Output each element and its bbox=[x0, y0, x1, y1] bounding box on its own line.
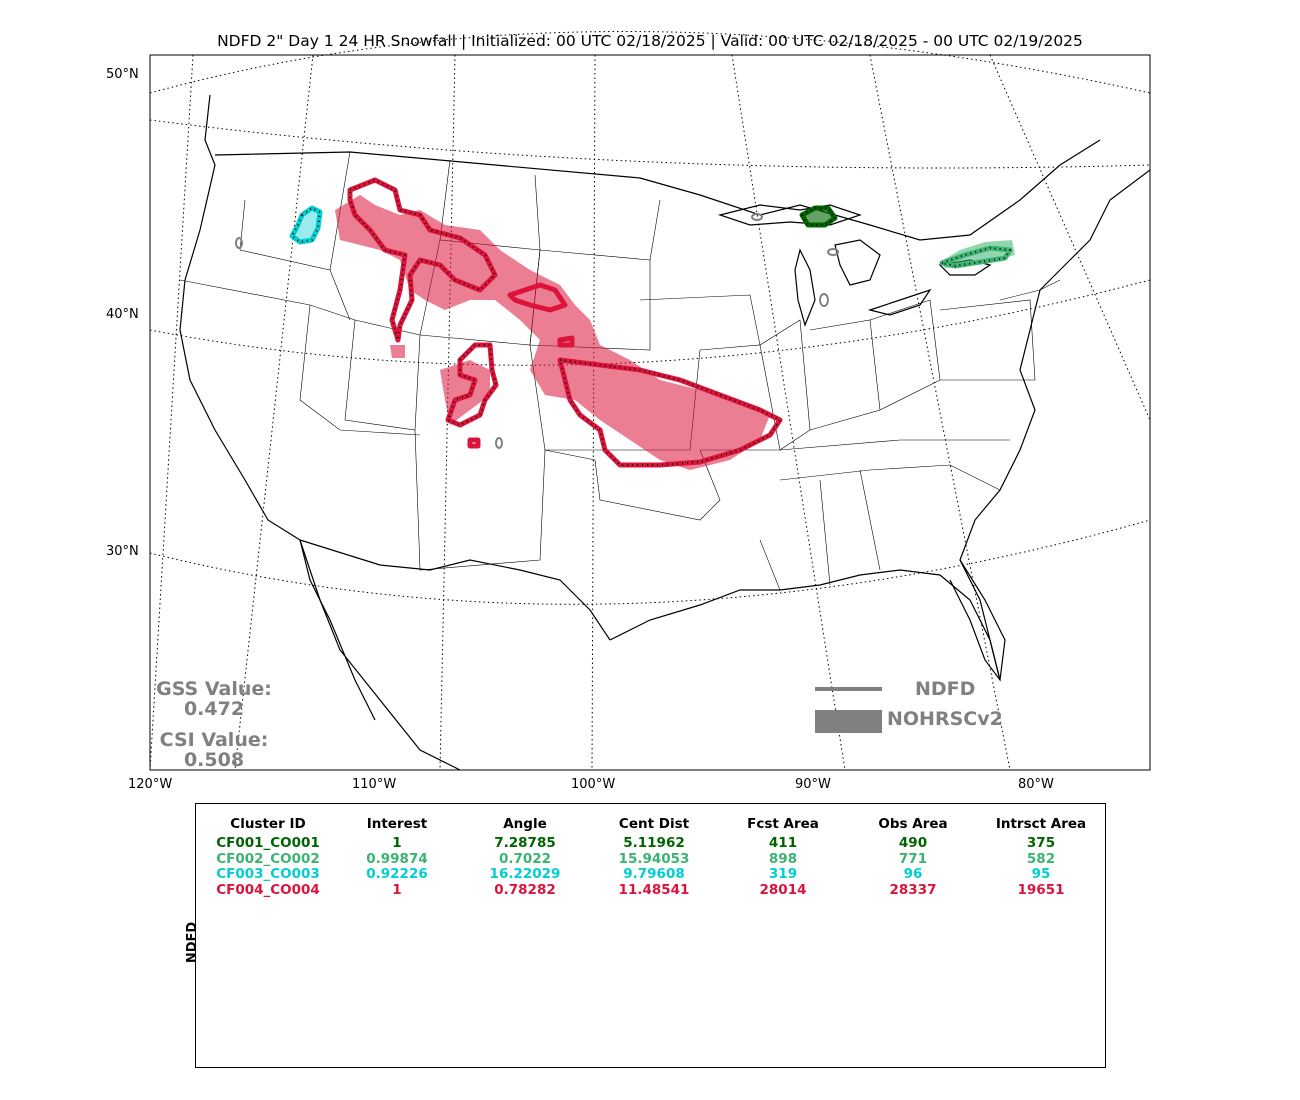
cell-intrsct-area: 375 bbox=[1026, 835, 1056, 851]
header-obs-area: Obs Area bbox=[878, 816, 948, 832]
lat-label-30n: 30°N bbox=[106, 544, 139, 559]
cell-cluster-id: CF003_CO003 bbox=[216, 866, 320, 882]
unmatched-outlines bbox=[235, 213, 839, 449]
parallel-50n bbox=[149, 31, 1151, 94]
map-frame bbox=[149, 54, 1151, 771]
cluster1 bbox=[799, 205, 838, 228]
lake-superior bbox=[717, 204, 862, 226]
legend-fill-label: NOHRSCv2 bbox=[887, 708, 1003, 730]
header-cent-dist: Cent Dist bbox=[618, 816, 690, 832]
header-interest: Interest bbox=[366, 816, 428, 832]
cell-obs-area: 28337 bbox=[889, 881, 937, 898]
cell-intrsct-area: 582 bbox=[1026, 850, 1056, 867]
cell-cent-dist: 15.94053 bbox=[618, 850, 690, 867]
cell-cluster-id: CF002_CO002 bbox=[216, 850, 320, 867]
cell-cent-dist: 11.48541 bbox=[618, 881, 690, 898]
cell-angle: 0.7022 bbox=[498, 850, 552, 867]
header-angle: Angle bbox=[503, 816, 547, 832]
header-cluster-id: Cluster ID bbox=[230, 816, 306, 832]
lon-label-90w: 90°W bbox=[795, 777, 831, 792]
legend-fill-swatch bbox=[815, 710, 882, 733]
cell-angle: 7.28785 bbox=[494, 835, 556, 851]
meridian-120w bbox=[149, 54, 194, 771]
mexico-coast bbox=[299, 539, 461, 771]
cell-angle: 0.78282 bbox=[494, 881, 556, 898]
lon-label-100w: 100°W bbox=[571, 777, 616, 792]
lat-label-40n: 40°N bbox=[106, 307, 139, 322]
cell-fcst-area: 319 bbox=[768, 866, 798, 882]
cluster3 bbox=[289, 205, 323, 245]
lake-erie bbox=[867, 288, 932, 316]
meridian-85w bbox=[869, 54, 1011, 771]
us-mexico-border bbox=[299, 539, 611, 641]
map-title: NDFD 2" Day 1 24 HR Snowfall | Initializ… bbox=[217, 32, 1083, 50]
csi-value: 0.508 bbox=[183, 749, 245, 771]
parallel-45n bbox=[149, 119, 1151, 169]
cell-cent-dist: 5.11962 bbox=[623, 835, 685, 851]
lon-label-110w: 110°W bbox=[352, 777, 397, 792]
lon-label-80w: 80°W bbox=[1018, 777, 1054, 792]
cluster-stats-table: Cluster ID Interest Angle Cent Dist Fcst… bbox=[195, 803, 1106, 1068]
west-coast bbox=[179, 94, 301, 541]
florida bbox=[949, 559, 1006, 682]
lake-michigan bbox=[794, 248, 816, 327]
table-side-label: NDFD bbox=[185, 921, 201, 964]
cell-obs-area: 771 bbox=[898, 850, 928, 867]
meridian-110w bbox=[234, 54, 314, 771]
baja bbox=[299, 539, 376, 721]
cell-obs-area: 490 bbox=[898, 835, 928, 851]
cell-fcst-area: 898 bbox=[768, 850, 798, 867]
cell-obs-area: 96 bbox=[903, 866, 923, 882]
cell-interest: 1 bbox=[392, 835, 402, 851]
lon-label-120w: 120°W bbox=[128, 777, 173, 792]
gss-label: GSS Value: bbox=[156, 678, 272, 700]
cell-interest: 0.92226 bbox=[366, 866, 428, 882]
gulf-coast bbox=[609, 569, 1001, 681]
header-intrsct-area: Intrsct Area bbox=[995, 816, 1087, 832]
legend-line-label: NDFD bbox=[915, 678, 976, 700]
cell-cluster-id: CF004_CO004 bbox=[216, 881, 320, 898]
lat-label-50n: 50°N bbox=[106, 67, 139, 82]
csi-label: CSI Value: bbox=[159, 729, 269, 751]
cell-cluster-id: CF001_CO001 bbox=[216, 835, 320, 851]
meridian-80w bbox=[989, 54, 1151, 421]
cell-interest: 0.99874 bbox=[366, 850, 428, 867]
parallel-40n bbox=[149, 279, 1151, 366]
lake-huron bbox=[834, 239, 881, 286]
graticule bbox=[149, 31, 1151, 771]
parallel-30n bbox=[149, 519, 1151, 605]
cell-fcst-area: 411 bbox=[768, 835, 798, 851]
header-fcst-area: Fcst Area bbox=[747, 816, 819, 832]
cell-fcst-area: 28014 bbox=[759, 881, 807, 898]
east-coast bbox=[959, 169, 1151, 681]
cell-interest: 1 bbox=[392, 881, 402, 898]
meridian-90w bbox=[731, 54, 846, 771]
gss-value: 0.472 bbox=[183, 698, 245, 720]
cell-angle: 16.22029 bbox=[489, 866, 561, 882]
cluster2 bbox=[939, 240, 1015, 269]
cell-intrsct-area: 95 bbox=[1031, 866, 1051, 882]
cell-intrsct-area: 19651 bbox=[1017, 881, 1065, 898]
cluster4-fcst-dots bbox=[349, 179, 781, 466]
cell-cent-dist: 9.79608 bbox=[623, 866, 685, 882]
